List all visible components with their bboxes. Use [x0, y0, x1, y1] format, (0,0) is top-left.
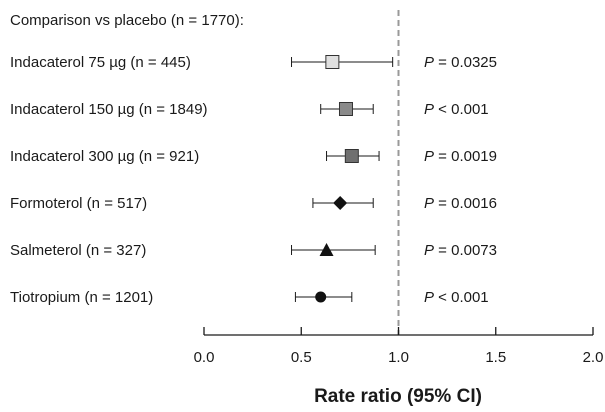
- p-value: P < 0.001: [424, 101, 489, 118]
- forest-row: Indacaterol 300 µg (n = 921) P = 0.0019: [10, 148, 497, 165]
- chart-subtitle: Comparison vs placebo (n = 1770):: [10, 12, 244, 29]
- p-value: P = 0.0019: [424, 148, 497, 165]
- forest-row: Formoterol (n = 517) P = 0.0016: [10, 195, 497, 212]
- p-symbol: P: [424, 242, 434, 259]
- p-value-text: < 0.001: [434, 289, 489, 306]
- point-estimate-marker: [344, 149, 359, 163]
- point-estimate-marker: [315, 291, 327, 303]
- p-value-text: = 0.0325: [434, 54, 497, 71]
- p-value-text: = 0.0019: [434, 148, 497, 165]
- x-tick-label: 2.0: [583, 349, 604, 366]
- x-tick-label: 1.0: [388, 349, 409, 366]
- forest-row: Salmeterol (n = 327) P = 0.0073: [10, 242, 497, 259]
- row-label: Indacaterol 150 µg (n = 1849): [10, 101, 208, 118]
- p-value-text: < 0.001: [434, 101, 489, 118]
- x-tick-label: 0.0: [194, 349, 215, 366]
- forest-row: Indacaterol 75 µg (n = 445) P = 0.0325: [10, 54, 497, 71]
- p-symbol: P: [424, 54, 434, 71]
- row-label: Indacaterol 75 µg (n = 445): [10, 54, 191, 71]
- p-symbol: P: [424, 195, 434, 212]
- x-tick-label: 1.5: [485, 349, 506, 366]
- p-value-text: = 0.0073: [434, 242, 497, 259]
- row-label: Salmeterol (n = 327): [10, 242, 146, 259]
- p-value-text: = 0.0016: [434, 195, 497, 212]
- point-estimate-marker: [325, 55, 340, 69]
- point-estimate-marker: [338, 102, 353, 116]
- row-label: Formoterol (n = 517): [10, 195, 147, 212]
- p-value: P = 0.0016: [424, 195, 497, 212]
- forest-row: Indacaterol 150 µg (n = 1849) P < 0.001: [10, 101, 489, 118]
- row-label: Indacaterol 300 µg (n = 921): [10, 148, 199, 165]
- x-axis-title: Rate ratio (95% CI): [314, 386, 482, 407]
- x-axis-ticks: 0.0 0.5 1.0 1.5 2.0: [194, 327, 604, 366]
- p-symbol: P: [424, 101, 434, 118]
- row-label: Tiotropium (n = 1201): [10, 289, 153, 306]
- x-tick-label: 0.5: [291, 349, 312, 366]
- p-value: P < 0.001: [424, 289, 489, 306]
- p-symbol: P: [424, 289, 434, 306]
- p-value: P = 0.0073: [424, 242, 497, 259]
- p-value: P = 0.0325: [424, 54, 497, 71]
- p-symbol: P: [424, 148, 434, 165]
- point-estimate-marker: [333, 196, 348, 210]
- forest-rows: Indacaterol 75 µg (n = 445) P = 0.0325Ind…: [10, 54, 497, 306]
- forest-row: Tiotropium (n = 1201) P < 0.001: [10, 289, 489, 306]
- point-estimate-marker: [319, 243, 334, 256]
